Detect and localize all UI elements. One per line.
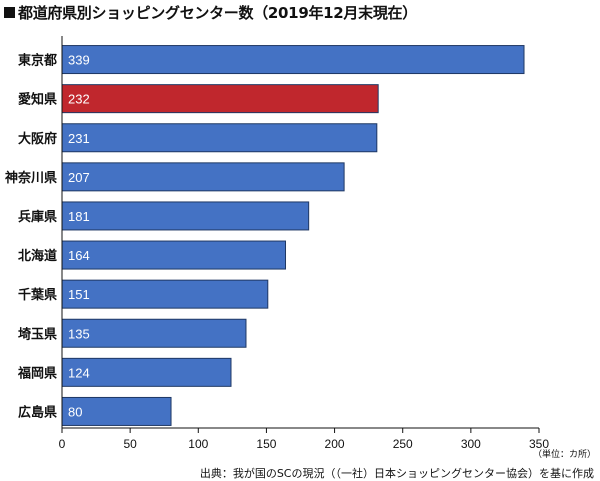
- x-tick-label-6: 300: [461, 437, 481, 451]
- bar-value-label-9: 80: [68, 404, 82, 419]
- chart-title: 都道府県別ショッピングセンター数（2019年12月末現在）: [4, 2, 417, 23]
- x-tick-label-7: 350: [529, 437, 549, 451]
- category-label-8: 福岡県: [17, 365, 57, 381]
- x-tick-label-1: 50: [123, 437, 137, 451]
- chart-title-text: 都道府県別ショッピングセンター数（2019年12月末現在）: [18, 4, 417, 22]
- bar-5: [61, 240, 287, 270]
- x-tick-label-3: 150: [256, 437, 276, 451]
- bar-8: [61, 357, 232, 387]
- category-label-7: 埼玉県: [18, 326, 57, 342]
- source-note: 出典：我が国のSCの現況（（一社）日本ショッピングセンター協会）を基に作成: [199, 467, 594, 480]
- bars-group: 339 232 231 207 181 164 151 135 124 80: [61, 45, 525, 426]
- x-axis: 0 50 100 150 200 250 300 350: [59, 36, 549, 451]
- bar-value-label-2: 231: [68, 131, 90, 146]
- bar-value-label-1: 232: [68, 92, 90, 107]
- bar-value-label-4: 181: [68, 209, 90, 224]
- unit-note: （単位：カ所）: [532, 450, 596, 460]
- category-label-9: 広島県: [18, 404, 57, 420]
- category-label-4: 兵庫県: [18, 209, 57, 225]
- bar-value-label-0: 339: [68, 53, 90, 68]
- bar-0: [61, 45, 525, 75]
- bar-2: [61, 123, 378, 153]
- bar-value-label-3: 207: [68, 170, 90, 185]
- x-tick-label-4: 200: [325, 437, 345, 451]
- title-square-icon: [4, 7, 15, 18]
- bar-4: [61, 201, 310, 231]
- bar-value-label-5: 164: [68, 248, 90, 263]
- x-tick-label-5: 250: [393, 437, 413, 451]
- category-label-1: 愛知県: [18, 92, 57, 108]
- bar-value-label-8: 124: [68, 365, 90, 380]
- bar-value-label-6: 151: [68, 287, 90, 302]
- bar-3: [61, 162, 345, 192]
- category-label-2: 大阪府: [18, 131, 57, 147]
- bar-value-label-7: 135: [68, 326, 90, 341]
- bar-1: [61, 84, 379, 114]
- category-label-6: 千葉県: [18, 287, 57, 303]
- bar-6: [61, 279, 269, 309]
- x-tick-label-2: 100: [188, 437, 208, 451]
- x-tick-label-0: 0: [59, 437, 66, 451]
- category-label-3: 神奈川県: [5, 170, 57, 186]
- category-label-0: 東京都: [18, 53, 57, 69]
- category-label-5: 北海道: [18, 248, 57, 264]
